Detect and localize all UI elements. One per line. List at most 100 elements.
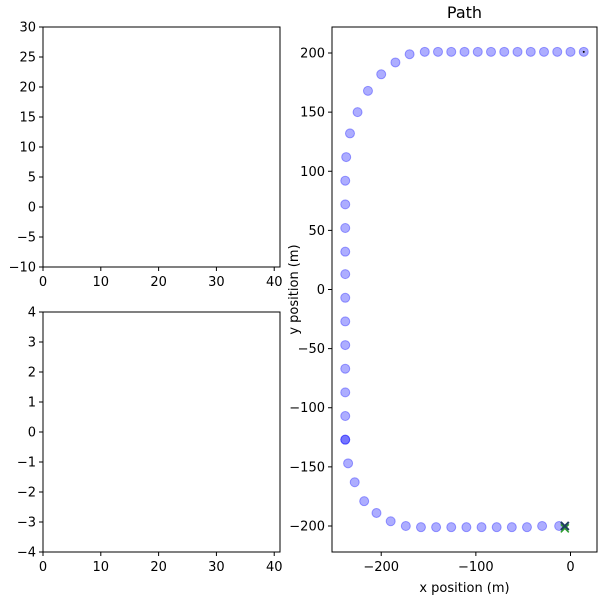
data-point [461,522,472,533]
y-tick-label: 30 [19,21,36,36]
data-point [476,522,487,533]
data-point [341,152,352,163]
data-point [340,363,351,374]
x-tick-label: 0 [39,560,47,575]
data-point [340,199,351,210]
x-tick-label: 20 [150,275,167,290]
x-tick-label: −100 [458,560,494,575]
y-tick-label: 0 [28,201,36,216]
data-point [340,175,351,186]
plot-frame [42,26,281,268]
y-tick-label: 100 [300,165,325,180]
y-tick-label: 150 [300,106,325,121]
y-tick-label: −1 [17,456,36,471]
scatter-series [340,46,589,533]
data-point [340,434,351,445]
data-point [343,458,354,469]
data-point [340,411,351,422]
data-point [340,269,351,280]
data-point [539,46,549,57]
data-point [340,387,351,398]
x-tick-label: 0 [566,560,574,575]
y-tick-label: −2 [17,486,36,501]
data-point [512,46,523,57]
y-tick-label: 5 [28,171,36,186]
data-point [459,46,470,57]
x-tick-label: 20 [150,560,167,575]
data-point [446,522,457,533]
data-point [433,46,443,57]
x-tick-label: 10 [93,560,110,575]
data-point [371,507,382,518]
y-tick-label: −50 [298,342,325,357]
data-point [499,46,510,57]
data-point [415,522,426,533]
start-marker [582,50,585,53]
y-tick-label: −3 [17,516,36,531]
data-point [446,46,457,57]
data-point [552,46,563,57]
data-point [472,46,483,57]
data-point [340,316,351,327]
y-tick-label: 200 [300,47,325,62]
data-point [344,128,355,139]
x-tick-label: 30 [208,275,225,290]
y-tick-label: −100 [289,401,325,416]
data-point [352,107,363,118]
chart-title: Path [447,3,482,22]
data-point [486,46,496,57]
y-tick-label: 10 [19,141,36,156]
y-tick-label: 20 [19,81,36,96]
y-tick-label: −4 [17,546,36,561]
y-axis-label: y position (m) [287,244,302,334]
x-tick-label: 40 [266,560,283,575]
y-tick-label: 2 [28,366,36,381]
axes-bottom-left: 0 10 20 30 40 −4 −3 −2 −1 0 1 2 3 4 [17,306,283,576]
data-point [431,522,442,533]
x-axis-label: x position (m) [419,581,509,596]
y-tick-label: 15 [19,111,36,126]
axes-top-left: 0 10 20 30 40 −10 −5 0 5 10 15 20 25 30 [9,21,283,291]
data-point [419,46,430,57]
data-point [537,520,548,531]
data-point [506,522,517,533]
plot-frame [42,311,281,553]
end-marker [560,521,570,531]
x-tick-label: 40 [266,275,283,290]
y-tick-label: −10 [9,261,36,276]
data-point [404,49,415,60]
x-tick-label: 30 [208,560,225,575]
y-tick-label: 0 [317,283,325,298]
x-tick-label: −200 [363,560,399,575]
data-point [565,46,576,57]
y-tick-label: −5 [17,231,36,246]
y-tick-label: 4 [28,306,36,321]
data-point [376,69,387,80]
y-tick-label: −150 [289,460,325,475]
data-point [349,477,360,488]
end-marker-green [560,523,570,533]
data-point [521,522,532,533]
axes-right: −200 −100 0 −200 −150 −100 −50 0 50 100 150 200 Path… [287,3,598,596]
y-tick-label: 3 [28,336,36,351]
y-tick-label: −200 [289,519,325,534]
data-point [340,434,351,445]
data-point [390,57,401,68]
y-tick-label: 50 [308,224,325,239]
data-point [491,522,502,533]
y-tick-label: 1 [28,396,36,411]
x-tick-label: 10 [93,275,110,290]
data-point [340,246,351,257]
data-point [340,223,351,234]
data-point [385,516,396,527]
y-tick-label: 0 [28,426,36,441]
plot-frame [331,26,598,553]
data-point [340,292,351,303]
data-point [400,520,411,531]
y-tick-label: 25 [19,51,36,66]
x-tick-label: 0 [39,275,47,290]
data-point [359,496,370,507]
data-point [362,85,373,96]
data-point [340,340,351,351]
